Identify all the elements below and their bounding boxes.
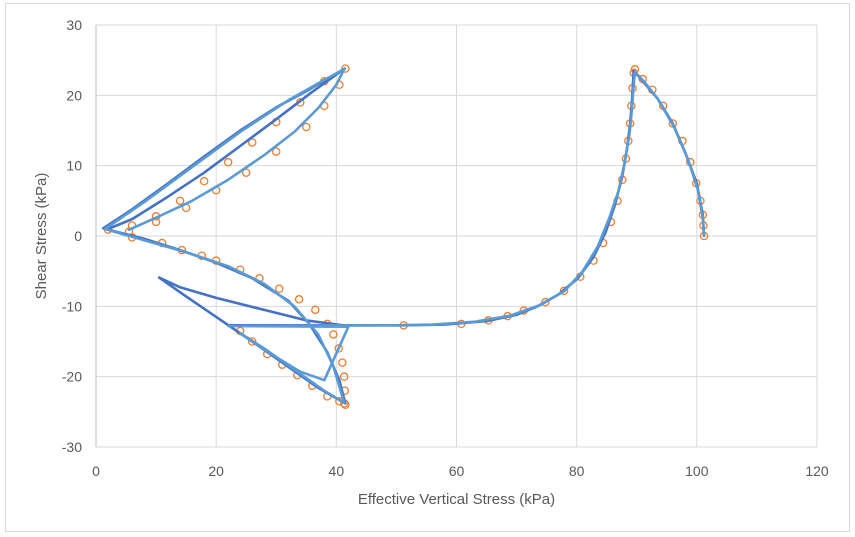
data-point bbox=[338, 358, 347, 367]
y-tick-label: -30 bbox=[62, 439, 82, 455]
x-tick-label: 80 bbox=[569, 463, 585, 479]
data-point bbox=[247, 138, 257, 147]
data-point bbox=[334, 344, 343, 353]
data-point bbox=[339, 372, 349, 381]
y-tick-label: -20 bbox=[62, 369, 82, 385]
data-point bbox=[247, 337, 257, 346]
data-point bbox=[311, 305, 320, 315]
data-point bbox=[302, 122, 311, 132]
y-tick-label: 20 bbox=[66, 87, 82, 103]
y-tick-label: 0 bbox=[74, 228, 82, 244]
chart-svg: 0 20 40 60 80 100 120 -30 -20 -10 0 10 20 30 Effectiv… bbox=[33, 17, 829, 508]
y-tick-label: 30 bbox=[66, 17, 82, 33]
x-tick-label: 120 bbox=[805, 463, 829, 479]
chart-area: 0 20 40 60 80 100 120 -30 -20 -10 0 10 20 30 Effectiv… bbox=[5, 3, 850, 532]
x-axis-title: Effective Vertical Stress (kPa) bbox=[358, 491, 555, 508]
data-point bbox=[275, 284, 284, 293]
data-point bbox=[271, 147, 281, 156]
data-point bbox=[559, 286, 569, 296]
marker-series bbox=[103, 64, 709, 410]
data-point bbox=[294, 295, 304, 304]
tick-labels: 0 20 40 60 80 100 120 -30 -20 -10 0 10 20 30 bbox=[62, 17, 829, 479]
data-point bbox=[541, 297, 550, 307]
y-tick-label: -10 bbox=[62, 298, 82, 314]
gridlines bbox=[95, 24, 818, 448]
data-point bbox=[175, 196, 185, 206]
data-point bbox=[329, 330, 338, 339]
x-tick-label: 20 bbox=[208, 463, 224, 479]
axes bbox=[95, 25, 817, 448]
plot-series bbox=[101, 64, 709, 410]
data-point bbox=[199, 176, 209, 186]
series-line bbox=[103, 68, 706, 404]
data-point bbox=[223, 157, 233, 167]
data-point bbox=[341, 64, 350, 73]
x-tick-label: 0 bbox=[92, 463, 100, 479]
x-tick-label: 100 bbox=[685, 463, 709, 479]
x-tick-label: 60 bbox=[449, 463, 465, 479]
y-tick-label: 10 bbox=[66, 158, 82, 174]
data-point bbox=[241, 168, 251, 177]
y-axis-title: Shear Stress (kPa) bbox=[33, 173, 50, 300]
x-tick-label: 40 bbox=[329, 463, 345, 479]
